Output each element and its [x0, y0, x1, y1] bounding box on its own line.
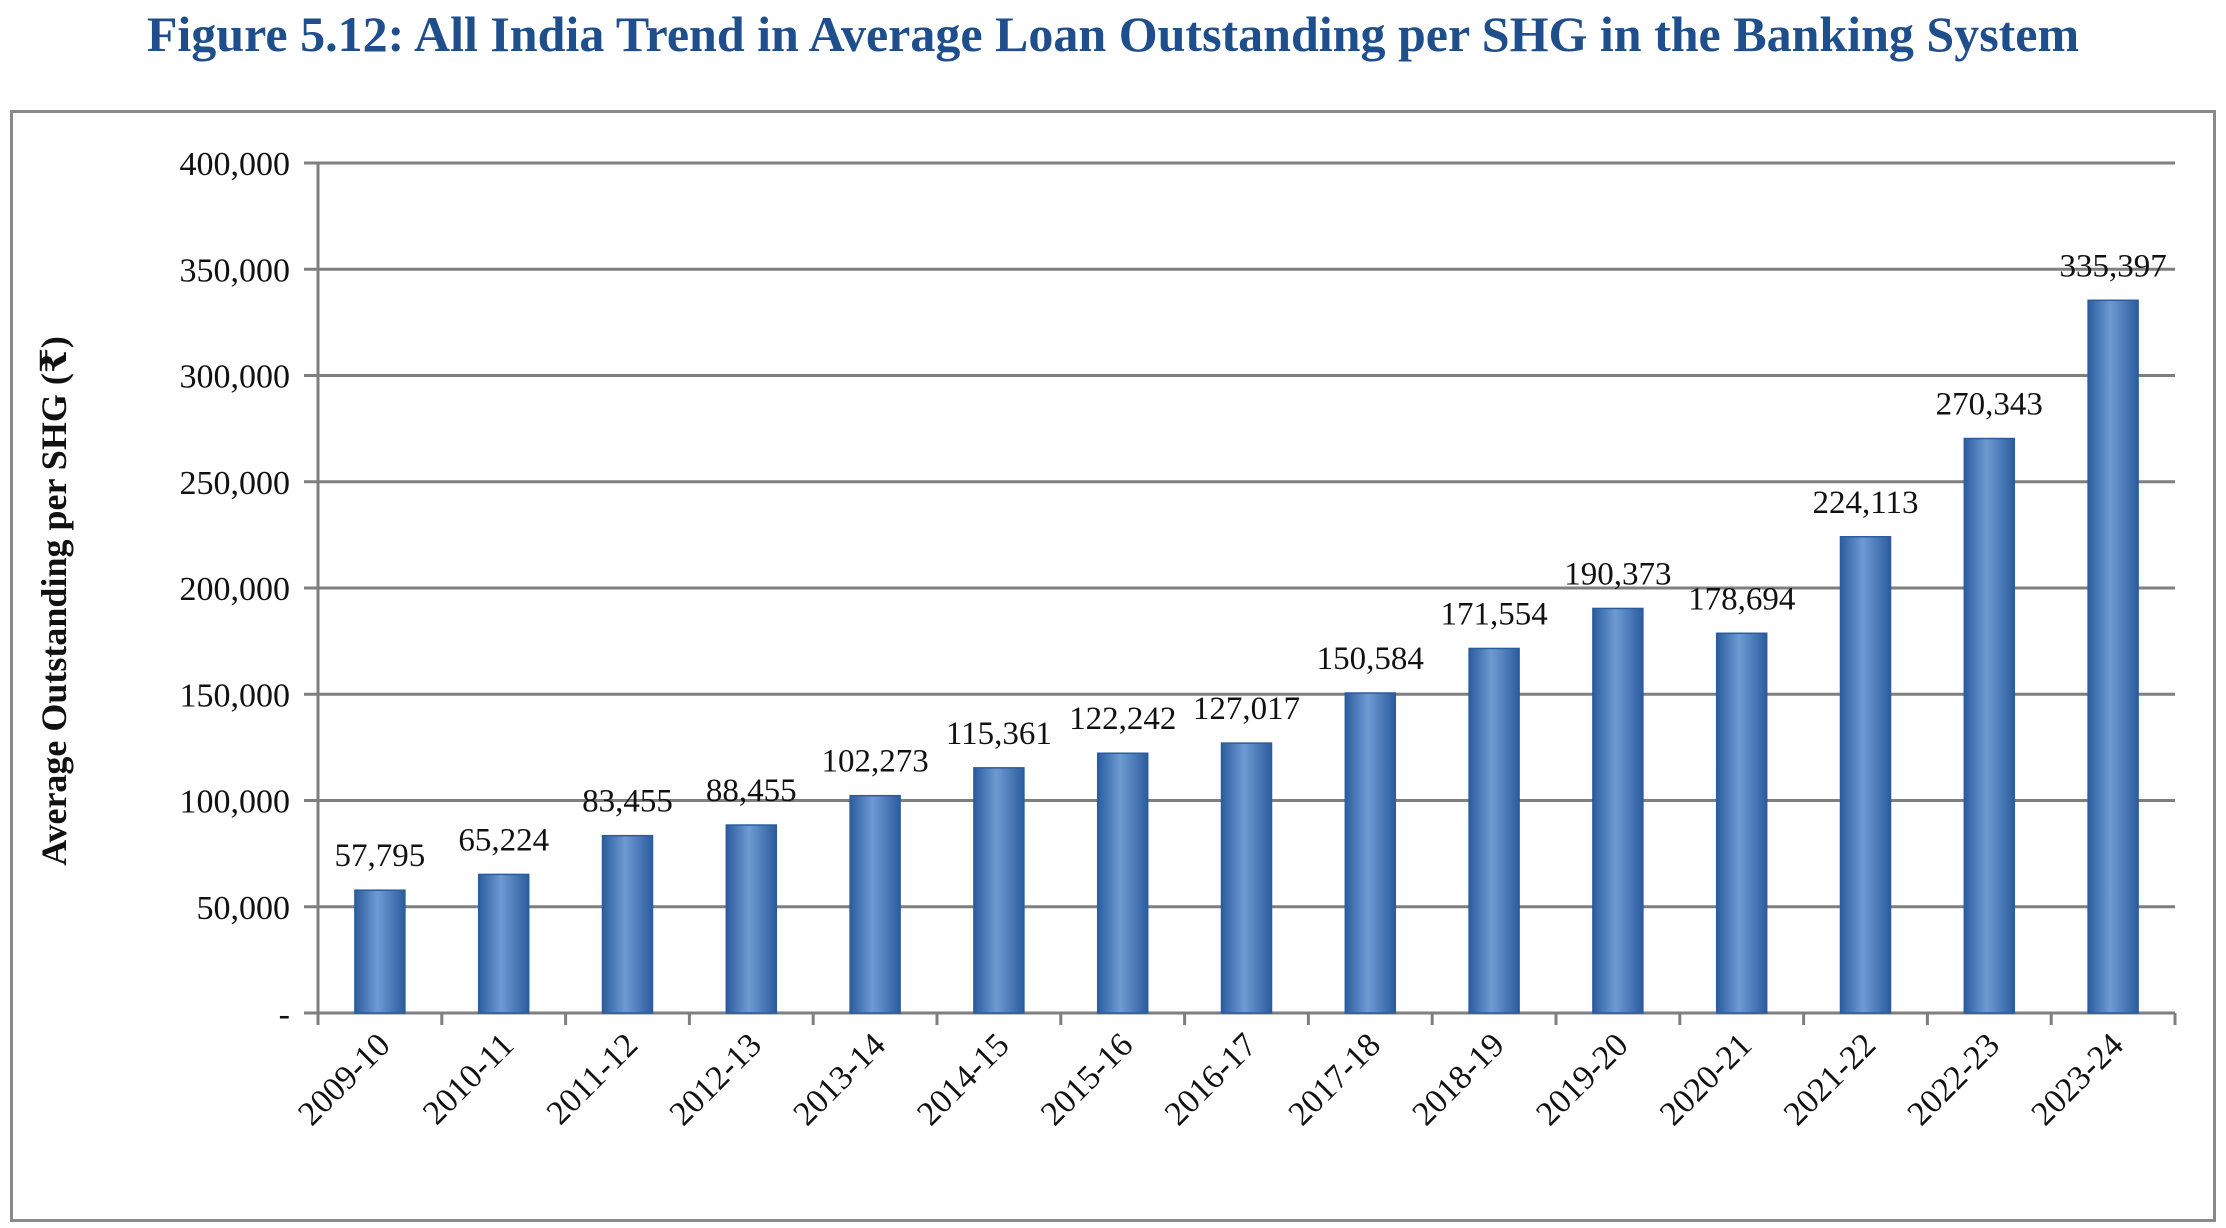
- data-label-2011-12: 83,455: [582, 784, 673, 820]
- bar-2022-23: [1963, 437, 2016, 1014]
- bar-2015-16: [1096, 752, 1149, 1014]
- bar-2013-14: [849, 794, 901, 1014]
- x-tick-label-2011-12: 2011-12: [540, 1026, 645, 1131]
- x-tick-label-2020-21: 2020-21: [1653, 1026, 1759, 1132]
- x-tick-label-2022-23: 2022-23: [1901, 1026, 2007, 1132]
- x-tick-label-2021-22: 2021-22: [1777, 1026, 1883, 1132]
- x-tick-label-2009-10: 2009-10: [291, 1026, 397, 1132]
- y-tick-labels: - 50,000 100,000 150,000 200,000 250,000 300,0…: [180, 146, 291, 1033]
- data-label-2015-16: 122,242: [1069, 701, 1176, 737]
- data-label-2022-23: 270,343: [1936, 387, 2043, 423]
- data-label-2014-15: 115,361: [946, 716, 1052, 752]
- figure-title: Figure 5.12: All India Trend in Average …: [146, 6, 2080, 62]
- bar-2020-21: [1715, 632, 1768, 1014]
- x-tick-label-2010-11: 2010-11: [416, 1026, 521, 1131]
- y-tick-label: 250,000: [180, 465, 291, 502]
- y-tick-label: -: [279, 996, 290, 1033]
- x-tick-label-2015-16: 2015-16: [1034, 1026, 1140, 1132]
- x-tick-label-2017-18: 2017-18: [1282, 1026, 1388, 1132]
- bar-2014-15: [973, 767, 1025, 1014]
- bar-2019-20: [1592, 607, 1644, 1014]
- x-tick-label-2023-24: 2023-24: [2024, 1026, 2130, 1132]
- data-label-2017-18: 150,584: [1317, 641, 1424, 677]
- y-tick-label: 400,000: [180, 146, 291, 183]
- x-tick-label-2013-14: 2013-14: [786, 1026, 892, 1132]
- y-tick-label: 100,000: [180, 784, 291, 821]
- y-tick-label: 350,000: [180, 252, 291, 289]
- y-tick-label: 200,000: [180, 571, 291, 608]
- bar-2009-10: [354, 889, 406, 1014]
- bar-2017-18: [1344, 692, 1397, 1014]
- data-label-2018-19: 171,554: [1440, 596, 1547, 632]
- bar-2016-17: [1220, 742, 1273, 1014]
- bar-2023-24: [2087, 299, 2139, 1014]
- y-tick-label: 150,000: [180, 677, 291, 714]
- bar-2012-13: [725, 824, 778, 1014]
- x-tick-label-2019-20: 2019-20: [1529, 1026, 1635, 1132]
- data-label-2013-14: 102,273: [821, 744, 928, 780]
- bar-2010-11: [477, 873, 530, 1014]
- bar-2011-12: [601, 834, 654, 1014]
- x-tick-label-2018-19: 2018-19: [1405, 1026, 1511, 1132]
- y-axis-title: Average Outstanding per SHG (₹): [34, 336, 74, 866]
- data-label-2010-11: 65,224: [458, 822, 549, 858]
- data-label-2012-13: 88,455: [706, 773, 797, 809]
- data-label-2016-17: 127,017: [1193, 691, 1300, 727]
- y-tick-label: 300,000: [180, 359, 291, 396]
- bar-2021-22: [1839, 536, 1892, 1014]
- data-label-2019-20: 190,373: [1564, 556, 1671, 592]
- x-tick-label-2016-17: 2016-17: [1158, 1026, 1264, 1132]
- data-label-2020-21: 178,694: [1688, 581, 1795, 617]
- y-tick-label: 50,000: [197, 890, 291, 927]
- data-label-2023-24: 335,397: [2059, 248, 2166, 284]
- x-tick-labels: 2009-10 2010-11 2011-12 2012-13 2013-14 2014-…: [291, 1026, 2130, 1132]
- data-label-2009-10: 57,795: [335, 838, 426, 874]
- bar-2018-19: [1468, 647, 1520, 1014]
- data-labels: 57,795 65,224 83,455 88,455 102,273 115,361 12…: [335, 248, 2167, 874]
- x-tick-label-2012-13: 2012-13: [663, 1026, 769, 1132]
- x-tick-label-2014-15: 2014-15: [910, 1026, 1016, 1132]
- bars: [354, 299, 2139, 1014]
- data-label-2021-22: 224,113: [1812, 485, 1918, 521]
